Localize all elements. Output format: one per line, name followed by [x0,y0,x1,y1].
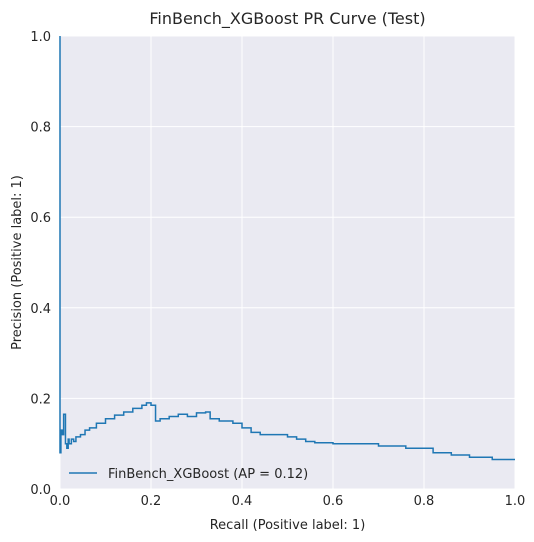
x-axis-label: Recall (Positive label: 1) [210,518,366,533]
chart-title: FinBench_XGBoost PR Curve (Test) [149,9,425,29]
tick-labels: 0.0 0.2 0.4 0.6 0.8 1.0 0.0 0.2 0.4 0.6 0.8 1.0 [30,30,525,509]
y-tick-label: 0.2 [30,392,51,407]
y-tick-label: 0.6 [30,211,51,226]
y-tick-label: 0.4 [30,302,51,317]
grid-lines [59,35,516,490]
x-tick-label: 0.2 [141,494,162,509]
x-tick-label: 0.4 [232,494,253,509]
legend-label: FinBench_XGBoost (AP = 0.12) [108,467,308,482]
legend: FinBench_XGBoost (AP = 0.12) [69,467,308,482]
series-line-0 [59,36,515,461]
y-tick-label: 1.0 [30,30,51,45]
x-tick-label: 1.0 [505,494,526,509]
plot-area [60,36,515,489]
y-tick-label: 0.8 [30,121,51,136]
y-axis-label: Precision (Positive label: 1) [10,175,25,350]
y-tick-label: 0.0 [30,483,51,498]
x-tick-label: 0.6 [323,494,344,509]
series-layer [59,36,515,461]
x-tick-label: 0.0 [50,494,71,509]
x-tick-label: 0.8 [414,494,435,509]
